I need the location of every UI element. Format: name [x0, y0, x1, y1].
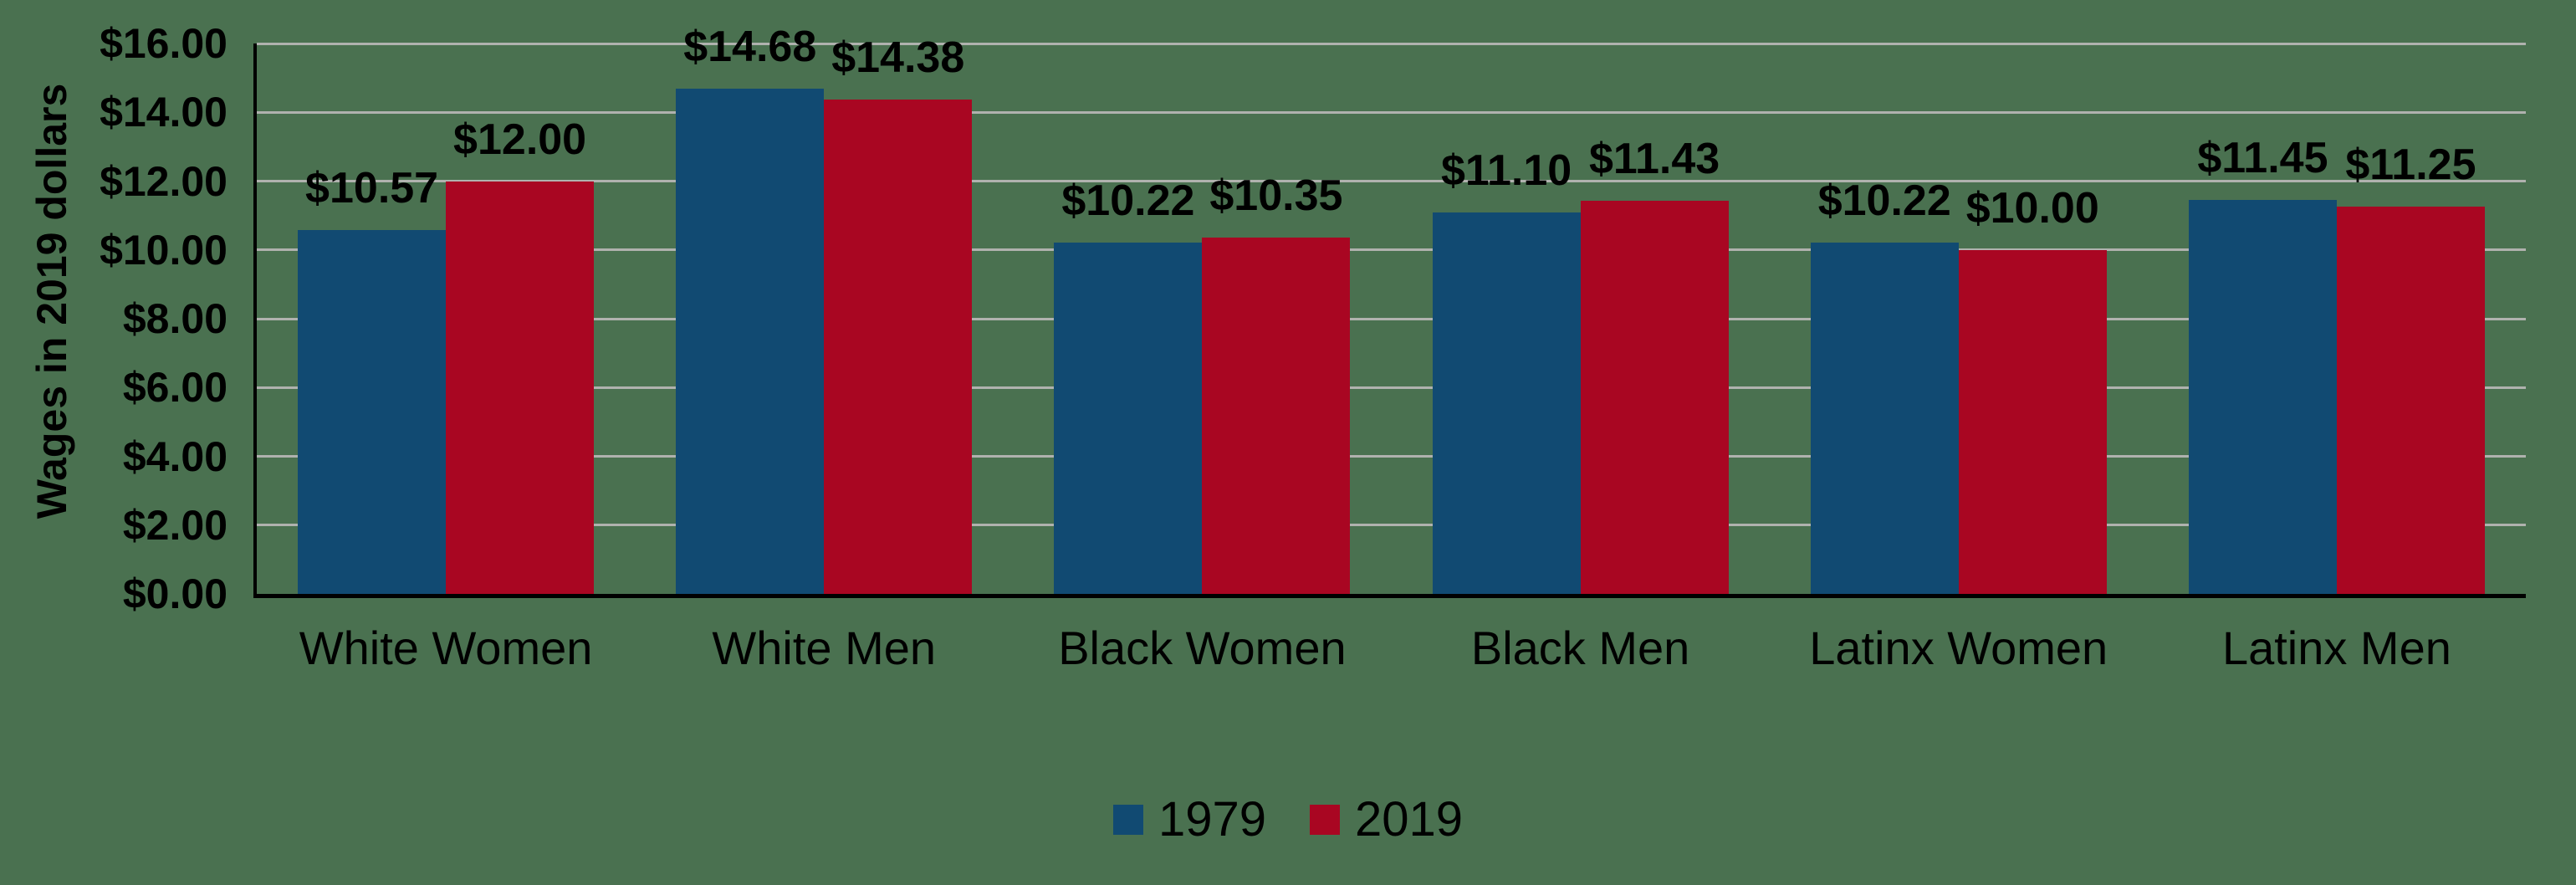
- bar-2019-black-women: $10.35: [1202, 171, 1351, 594]
- bar-value-label: $12.00: [453, 115, 587, 164]
- y-tick-label: $4.00: [122, 432, 227, 480]
- bar-value-label: $11.25: [2345, 141, 2476, 190]
- x-category-label-latinx-women: Latinx Women: [1809, 622, 2108, 674]
- bar-1979-black-women: $10.22: [1054, 176, 1203, 594]
- x-category-label-black-women: Black Women: [1058, 622, 1347, 674]
- x-category-label-white-men: White Men: [712, 622, 937, 674]
- legend-label-2019: 2019: [1355, 792, 1464, 847]
- bar-value-label: $10.00: [1965, 183, 2099, 233]
- gridline: [257, 110, 2526, 114]
- gridline: [257, 524, 2526, 527]
- x-category-label-latinx-men: Latinx Men: [2221, 622, 2451, 674]
- y-tick-label: $8.00: [122, 295, 227, 342]
- y-tick-label: $6.00: [122, 364, 227, 412]
- x-category-label-black-men: Black Men: [1470, 622, 1690, 674]
- bar-1979-white-men: $14.68: [676, 23, 825, 594]
- y-tick-label: $16.00: [100, 20, 227, 67]
- y-axis-tick-labels: $0.00 $2.00 $4.00 $6.00 $8.00 $10.00 $12.00 $14…: [0, 0, 227, 885]
- bar-2019-black-men: $11.43: [1580, 135, 1729, 594]
- bar-group-white-men: $14.68 $14.38: [635, 23, 1013, 594]
- legend-item-2019: 2019: [1310, 793, 1463, 847]
- legend-swatch-2019: [1310, 805, 1340, 835]
- x-axis-line: [253, 594, 2526, 598]
- bar-2019-latinx-women: $10.00: [1958, 184, 2107, 594]
- bar-1979-white-women: $10.57: [298, 164, 447, 594]
- gridline: [257, 42, 2526, 45]
- legend-swatch-1979: [1112, 805, 1143, 835]
- bar-2019-white-women: $12.00: [446, 115, 595, 594]
- x-axis-category-labels: White Women White Men Black Women Black Men…: [257, 621, 2526, 679]
- bar-value-label: $14.68: [683, 23, 817, 72]
- gridline: [257, 317, 2526, 320]
- bar-value-label: $10.22: [1061, 176, 1195, 225]
- bar-value-label: $10.57: [305, 164, 439, 213]
- bar-1979-black-men: $11.10: [1432, 146, 1581, 594]
- bar-value-label: $14.38: [831, 33, 965, 82]
- bar-2019-white-men: $14.38: [824, 33, 973, 594]
- y-tick-label: $0.00: [122, 570, 227, 617]
- bar-group-latinx-women: $10.22 $10.00: [1770, 43, 2148, 594]
- y-tick-label: $14.00: [100, 89, 227, 136]
- gridline: [257, 248, 2526, 252]
- legend: 1979 2019: [0, 793, 2576, 847]
- legend-label-1979: 1979: [1158, 792, 1266, 847]
- bar-1979-latinx-women: $10.22: [1810, 176, 1959, 594]
- bar-value-label: $10.22: [1817, 176, 1951, 225]
- bar-value-label: $11.43: [1588, 134, 1720, 183]
- plot-area: $10.57 $12.00 $14.68 $14.38 $10.22 $10.35 $11.…: [253, 23, 2526, 598]
- bar-group-latinx-men: $11.45 $11.25: [2148, 43, 2526, 594]
- bar-value-label: $11.45: [2197, 134, 2328, 183]
- gridline: [257, 455, 2526, 458]
- x-category-label-white-women: White Women: [299, 622, 593, 674]
- y-tick-label: $12.00: [100, 157, 227, 205]
- bar-value-label: $11.10: [1440, 146, 1572, 195]
- bar-group-black-men: $11.10 $11.43: [1392, 43, 1770, 594]
- bar-1979-latinx-men: $11.45: [2188, 134, 2337, 594]
- gridline: [257, 386, 2526, 389]
- gridline: [257, 180, 2526, 182]
- y-tick-label: $10.00: [100, 226, 227, 274]
- legend-item-1979: 1979: [1112, 792, 1266, 847]
- bar-value-label: $10.35: [1209, 171, 1343, 221]
- bar-2019-latinx-men: $11.25: [2336, 141, 2485, 594]
- bar-group-white-women: $10.57 $12.00: [257, 43, 635, 594]
- y-tick-label: $2.00: [122, 501, 227, 549]
- bar-group-black-women: $10.22 $10.35: [1013, 43, 1391, 594]
- y-axis-line: [253, 43, 257, 597]
